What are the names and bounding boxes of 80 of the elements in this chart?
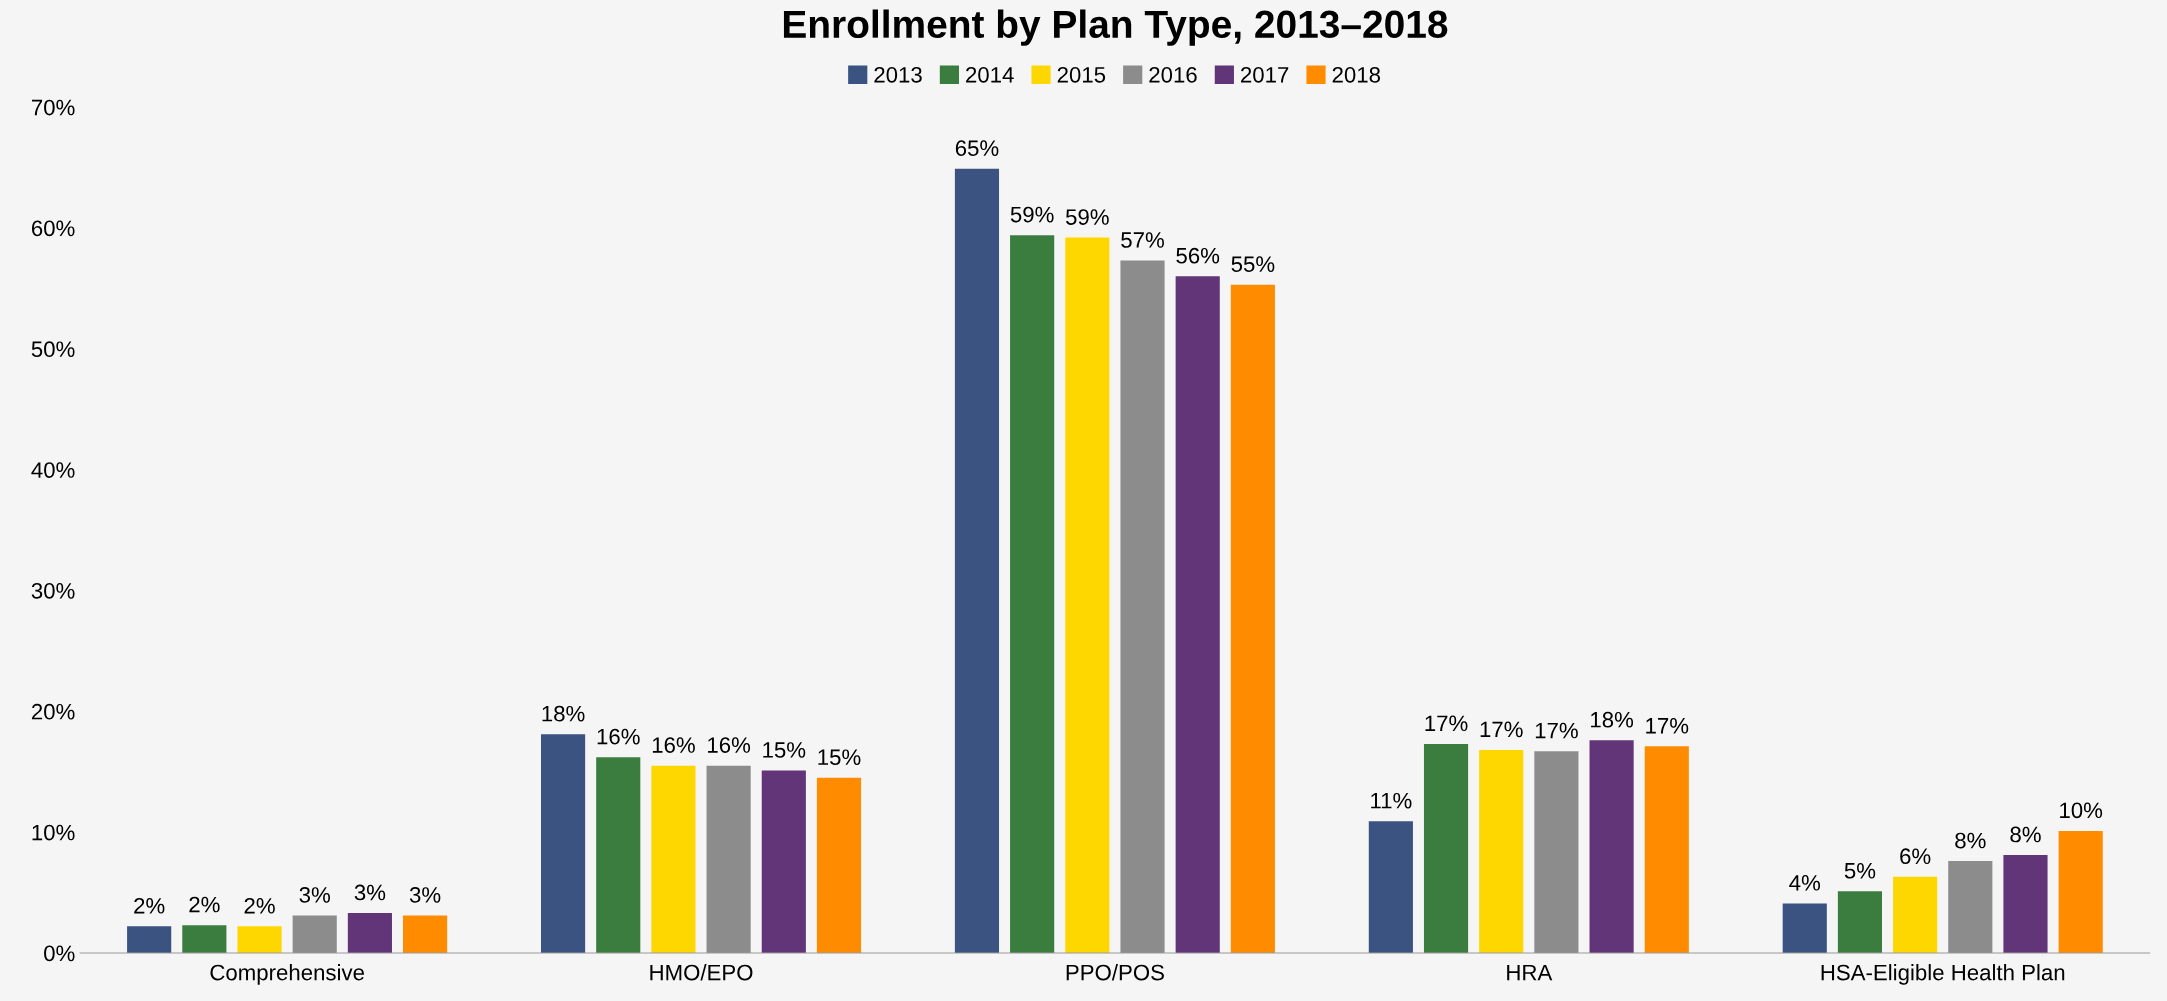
legend-label: 2018 bbox=[1332, 66, 1381, 83]
data-label: 2% bbox=[189, 896, 220, 913]
data-label: 15% bbox=[818, 749, 861, 766]
bar bbox=[816, 777, 862, 953]
x-tick-label: HRA bbox=[1507, 964, 1553, 981]
bar bbox=[1782, 903, 1827, 953]
data-label: 15% bbox=[763, 742, 806, 758]
data-label: 17% bbox=[1535, 722, 1578, 739]
data-label: 17% bbox=[1480, 721, 1523, 738]
data-label: 65% bbox=[955, 140, 999, 157]
legend-label: 2013 bbox=[874, 66, 922, 83]
bar bbox=[1368, 821, 1413, 953]
y-tick-label: 0% bbox=[44, 945, 75, 962]
y-tick-label: 10% bbox=[32, 824, 75, 841]
legend-label: 2014 bbox=[966, 66, 1014, 83]
y-tick-label: 70% bbox=[31, 99, 75, 116]
bar bbox=[540, 734, 586, 953]
data-label: 11% bbox=[1371, 792, 1412, 809]
bar bbox=[1175, 276, 1220, 953]
bar bbox=[1534, 751, 1579, 953]
bar bbox=[1423, 743, 1469, 953]
bar bbox=[1644, 746, 1689, 953]
data-label: 55% bbox=[1231, 256, 1275, 273]
data-label: 8% bbox=[2010, 826, 2041, 843]
y-tick-label: 40% bbox=[31, 462, 75, 478]
bar bbox=[596, 757, 641, 953]
data-label: 3% bbox=[354, 884, 386, 901]
chart-title: Enrollment by Plan Type, 2013–2018 bbox=[783, 9, 1448, 46]
x-tick-label: Comprehensive bbox=[210, 964, 364, 985]
data-label: 57% bbox=[1121, 232, 1164, 248]
data-label: 18% bbox=[1591, 711, 1634, 728]
data-label: 2% bbox=[244, 897, 275, 914]
data-label: 59% bbox=[1010, 206, 1054, 223]
data-label: 16% bbox=[708, 737, 751, 753]
data-label: 17% bbox=[1425, 715, 1468, 732]
bar bbox=[1230, 284, 1275, 953]
data-label: 3% bbox=[409, 887, 441, 903]
bar bbox=[706, 765, 751, 953]
bar bbox=[292, 915, 337, 953]
bar bbox=[761, 770, 806, 953]
x-tick-label: HMO/EPO bbox=[650, 964, 753, 981]
bar bbox=[182, 925, 227, 953]
bar bbox=[651, 765, 696, 953]
bar bbox=[1589, 740, 1634, 953]
legend-label: 2015 bbox=[1057, 66, 1106, 83]
bar bbox=[1065, 237, 1110, 953]
data-label: 4% bbox=[1789, 875, 1821, 891]
data-label: 18% bbox=[542, 705, 585, 722]
data-label: 56% bbox=[1176, 247, 1220, 264]
x-tick-label: HSA-Eligible Health Plan bbox=[1821, 964, 2065, 985]
data-label: 2% bbox=[134, 897, 165, 914]
bar bbox=[1010, 235, 1055, 953]
bar bbox=[1479, 749, 1524, 953]
data-label: 5% bbox=[1844, 862, 1876, 879]
data-label: 16% bbox=[652, 737, 695, 753]
bar bbox=[347, 913, 392, 953]
data-label: 8% bbox=[1955, 832, 1986, 849]
y-tick-label: 30% bbox=[31, 582, 75, 599]
bar bbox=[954, 168, 1000, 953]
data-label: 10% bbox=[2060, 802, 2103, 819]
y-tick-label: 60% bbox=[31, 220, 75, 237]
legend-label: 2016 bbox=[1149, 66, 1197, 83]
x-tick-label: PPO/POS bbox=[1066, 964, 1164, 981]
bar bbox=[1948, 861, 1993, 953]
data-label: 16% bbox=[597, 728, 640, 745]
data-label: 3% bbox=[299, 887, 330, 903]
legend-label: 2017 bbox=[1241, 66, 1289, 83]
data-label: 17% bbox=[1646, 717, 1689, 734]
bar bbox=[1837, 891, 1883, 953]
bar bbox=[403, 915, 448, 953]
bar bbox=[1120, 260, 1165, 953]
data-label: 6% bbox=[1900, 848, 1931, 865]
data-label: 59% bbox=[1065, 209, 1109, 225]
bar bbox=[1893, 876, 1938, 953]
bar bbox=[127, 926, 172, 953]
y-tick-label: 20% bbox=[31, 703, 75, 720]
bar bbox=[237, 926, 282, 953]
bar bbox=[2058, 830, 2103, 953]
y-tick-label: 50% bbox=[31, 341, 75, 358]
bar bbox=[2003, 855, 2048, 953]
